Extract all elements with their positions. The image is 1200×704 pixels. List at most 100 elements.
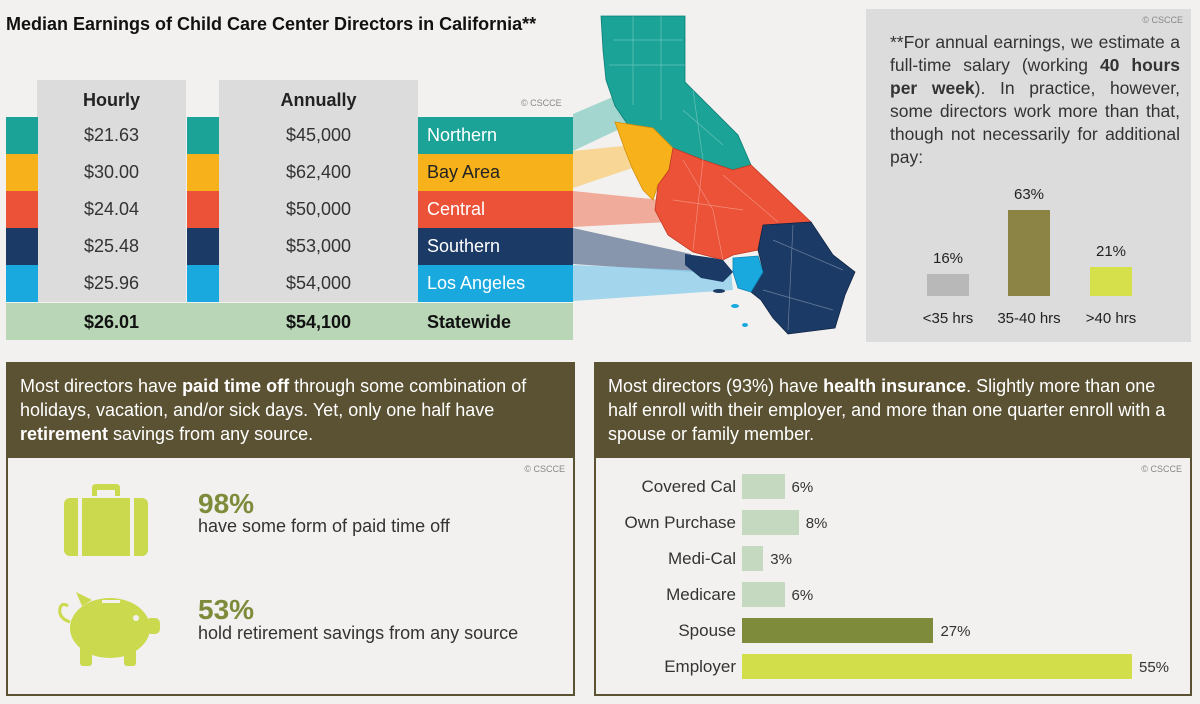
swatch-hourly-los-angeles xyxy=(6,265,38,302)
hours-pct-0: 16% xyxy=(932,250,964,268)
health-bar-3 xyxy=(742,582,785,607)
health-bar-0 xyxy=(742,474,785,499)
hours-bar-2 xyxy=(1090,267,1132,296)
region-label-central: Central xyxy=(418,191,573,228)
health-bar-4 xyxy=(742,618,934,643)
health-bar-5 xyxy=(742,654,1132,679)
health-label-1: Own Purchase xyxy=(624,513,737,532)
note-text-bold: 40 hours per week xyxy=(890,55,1180,98)
health-head-a: Most directors (93%) have xyxy=(608,376,824,396)
health-bar-2 xyxy=(742,546,764,571)
health-value-5: 55% xyxy=(1139,659,1170,676)
health-panel-body: © CSCCE Covered Cal 6% Own Purchase 8% Medi-… xyxy=(594,458,1192,696)
connector-bay-area xyxy=(573,145,641,188)
hours-bar-0 xyxy=(927,274,969,296)
suitcase-icon xyxy=(64,484,148,556)
hourly-column-bg xyxy=(37,80,186,302)
health-panel-header: Most directors (93%) have health insuran… xyxy=(594,362,1192,458)
region-los-angeles xyxy=(732,255,764,293)
retirement-stat-value: 53% xyxy=(198,594,255,625)
pto-head-b2: retirement xyxy=(20,424,109,444)
note-text: **For annual earnings, we estimate a ful… xyxy=(890,31,1180,169)
swatch-hourly-southern xyxy=(6,228,38,265)
island-2 xyxy=(731,304,739,308)
pto-panel-header: Most directors have paid time off throug… xyxy=(6,362,575,458)
hourly-los-angeles: $25.96 xyxy=(83,273,140,293)
connector-northern xyxy=(573,96,628,151)
hours-label-2: >40 hrs xyxy=(1085,310,1137,327)
swatch-annual-los-angeles xyxy=(187,265,219,302)
swatch-hourly-bay-area xyxy=(6,154,38,191)
health-value-3: 6% xyxy=(791,587,814,604)
swatch-annual-bay-area xyxy=(187,154,219,191)
region-label-los-angeles: Los Angeles xyxy=(418,265,573,302)
california-map xyxy=(573,15,856,335)
hours-label-0: <35 hrs xyxy=(922,310,974,327)
hours-bar-1 xyxy=(1008,210,1050,296)
hours-pct-2: 21% xyxy=(1095,243,1127,261)
connector-los-angeles xyxy=(573,265,733,301)
statewide-hourly: $26.01 xyxy=(83,312,140,332)
region-bay-area xyxy=(614,121,674,201)
pto-panel-body: © CSCCE 98% have some form of paid time … xyxy=(6,458,575,696)
region-central xyxy=(654,147,812,261)
health-label-5: Employer xyxy=(664,657,736,676)
swatch-annual-central xyxy=(187,191,219,228)
hourly-bay-area: $30.00 xyxy=(83,162,140,182)
hourly-southern: $25.48 xyxy=(83,236,140,256)
hourly-northern: $21.63 xyxy=(83,125,140,145)
copyright-health: © CSCCE xyxy=(1141,464,1182,474)
hours-label-1: 35-40 hrs xyxy=(997,310,1061,327)
island-3 xyxy=(742,323,748,327)
pto-head-a: Most directors have xyxy=(20,376,183,396)
health-label-2: Medi-Cal xyxy=(667,549,736,568)
health-bar-1 xyxy=(742,510,799,535)
pto-head-c: through some combination of holidays, va… xyxy=(20,376,527,420)
connector-southern xyxy=(573,228,693,272)
region-southern-coast xyxy=(685,254,733,282)
health-label-3: Medicare xyxy=(666,585,736,604)
health-head-c: . Slightly more than one half enroll wit… xyxy=(608,376,1166,444)
region-label-bay-area: Bay Area xyxy=(418,154,573,191)
hourly-header: Hourly xyxy=(82,90,140,110)
pto-stat-value: 98% xyxy=(198,488,255,519)
annually-southern: $53,000 xyxy=(285,236,352,256)
copyright-table: © CSCCE xyxy=(521,98,562,108)
health-value-4: 27% xyxy=(940,623,971,640)
swatch-hourly-northern xyxy=(6,117,38,154)
pto-stat-text: have some form of paid time off xyxy=(198,516,450,536)
health-label-0: Covered Cal xyxy=(641,477,737,496)
swatch-annual-southern xyxy=(187,228,219,265)
annually-column-bg xyxy=(219,80,418,302)
pto-head-b1: paid time off xyxy=(182,376,290,396)
swatch-hourly-central xyxy=(6,191,38,228)
hourly-central: $24.04 xyxy=(83,199,140,219)
region-southern xyxy=(750,221,856,335)
note-text-a: **For annual earnings, we estimate a ful… xyxy=(890,32,1180,75)
retirement-stat-text: hold retirement savings from any source xyxy=(198,623,519,643)
note-panel: © CSCCE **For annual earnings, we estima… xyxy=(866,9,1191,342)
copyright-note: © CSCCE xyxy=(1142,15,1183,25)
statewide-annually: $54,100 xyxy=(285,312,352,332)
hours-pct-1: 63% xyxy=(1013,186,1045,203)
statewide-label: Statewide xyxy=(427,312,512,332)
annually-bay-area: $62,400 xyxy=(285,162,352,182)
copyright-pto: © CSCCE xyxy=(524,464,565,474)
annually-los-angeles: $54,000 xyxy=(285,273,352,293)
swatch-annual-northern xyxy=(187,117,219,154)
region-label-southern: Southern xyxy=(418,228,573,265)
annually-header: Annually xyxy=(280,90,357,110)
health-value-2: 3% xyxy=(770,551,792,568)
health-value-0: 6% xyxy=(791,479,814,496)
pto-head-d: savings from any source. xyxy=(108,424,314,444)
note-text-b: ). In practice, however, some directors … xyxy=(890,78,1180,167)
island-1 xyxy=(713,289,725,293)
piggy-bank-icon xyxy=(58,592,160,666)
health-label-4: Spouse xyxy=(678,621,736,640)
annually-northern: $45,000 xyxy=(285,125,352,145)
connector-central xyxy=(573,191,668,227)
health-head-b: health insurance xyxy=(823,376,967,396)
region-label-northern: Northern xyxy=(418,117,573,154)
page-title: Median Earnings of Child Care Center Dir… xyxy=(6,14,537,34)
statewide-row xyxy=(6,303,573,340)
